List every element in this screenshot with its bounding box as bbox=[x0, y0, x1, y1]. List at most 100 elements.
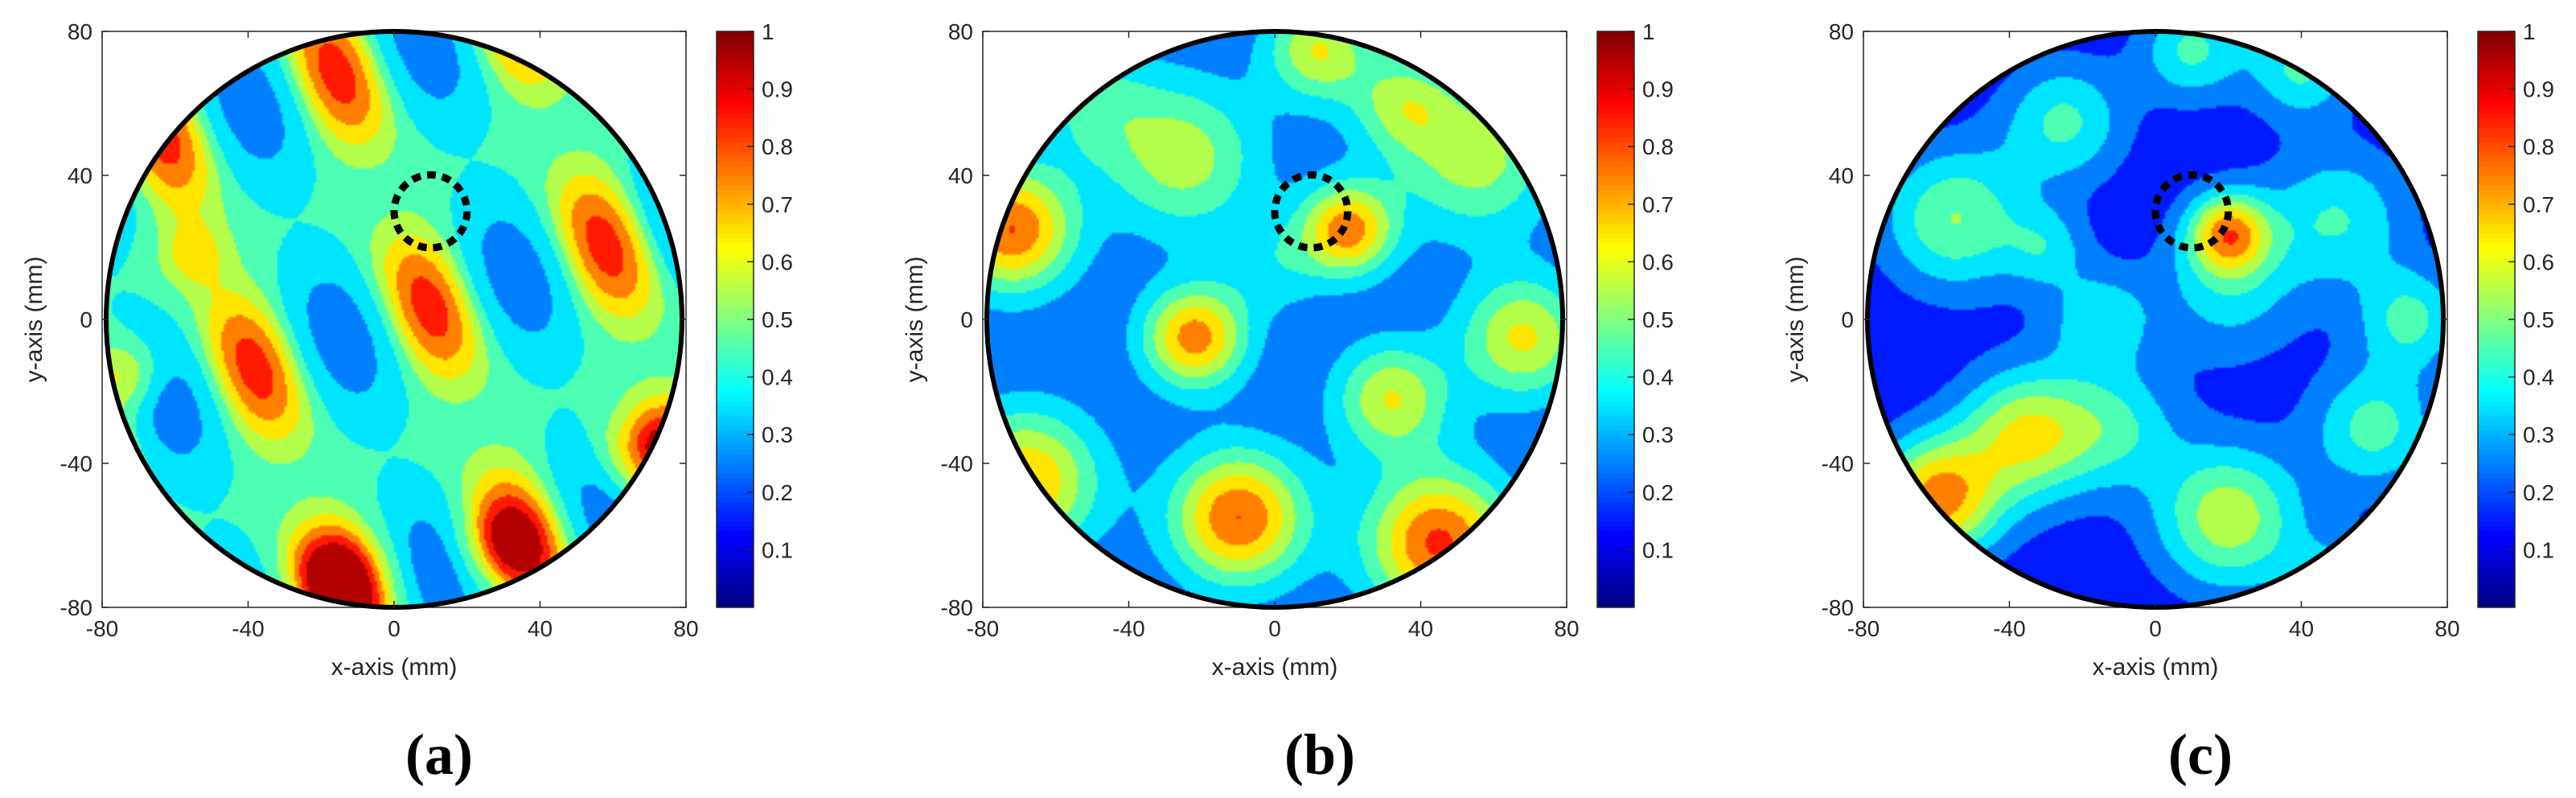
colorbar-segment bbox=[1597, 199, 1634, 205]
colorbar-segment bbox=[717, 286, 754, 291]
colorbar-segment bbox=[2478, 410, 2515, 416]
colorbar-tick-label: 0.5 bbox=[1642, 307, 1674, 332]
colorbar-segment bbox=[2478, 127, 2515, 133]
colorbar-segment bbox=[717, 247, 754, 253]
colorbar-segment bbox=[1597, 64, 1634, 71]
colorbar-segment bbox=[717, 554, 754, 560]
x-tick-label: 40 bbox=[528, 616, 553, 641]
colorbar-segment bbox=[717, 31, 754, 37]
y-tick-label: 80 bbox=[68, 19, 92, 44]
colorbar-segment bbox=[1597, 545, 1634, 550]
colorbar-segment bbox=[717, 146, 754, 152]
colorbar-segment bbox=[2478, 459, 2515, 464]
colorbar-segment bbox=[717, 520, 754, 527]
colorbar-segment bbox=[717, 199, 754, 205]
colorbar-segment bbox=[1597, 420, 1634, 426]
colorbar-segment bbox=[2478, 290, 2515, 296]
colorbar-segment bbox=[1597, 117, 1634, 123]
y-tick-label: -40 bbox=[1822, 451, 1854, 476]
colorbar-segment bbox=[1597, 564, 1634, 570]
x-tick-label: 40 bbox=[1408, 616, 1433, 641]
colorbar-segment bbox=[1597, 401, 1634, 406]
colorbar-segment bbox=[2478, 492, 2515, 498]
x-axis-label: x-axis (mm) bbox=[331, 654, 458, 681]
colorbar-segment bbox=[717, 598, 754, 603]
y-tick-label: 80 bbox=[948, 19, 973, 44]
colorbar-segment bbox=[717, 189, 754, 195]
colorbar-tick-label: 0.9 bbox=[1642, 77, 1674, 102]
colorbar-segment bbox=[1597, 530, 1634, 537]
colorbar-segment bbox=[2478, 362, 2515, 368]
colorbar-segment bbox=[2478, 315, 2515, 320]
colorbar-tick-label: 0.2 bbox=[762, 480, 793, 505]
colorbar: 0.1 0.2 0.3 0.4 0.5 0.6 0.7 0.8 0.9 1 bbox=[2477, 19, 2554, 608]
x-tick-label: -80 bbox=[1847, 616, 1880, 641]
colorbar-segment bbox=[1597, 271, 1634, 277]
colorbar-segment bbox=[1597, 237, 1634, 244]
colorbar-segment bbox=[2478, 146, 2515, 152]
colorbar-segment bbox=[2478, 252, 2515, 258]
x-axis-label: x-axis (mm) bbox=[2093, 654, 2219, 681]
y-axis-label: y-axis (mm) bbox=[902, 257, 928, 383]
colorbar-segment bbox=[717, 588, 754, 594]
colorbar-segment bbox=[1597, 463, 1634, 469]
colorbar-segment bbox=[2478, 132, 2515, 138]
colorbar-segment bbox=[1597, 137, 1634, 142]
colorbar-segment bbox=[2478, 204, 2515, 210]
colorbar-segment bbox=[2478, 84, 2515, 90]
colorbar-segment bbox=[717, 467, 754, 474]
colorbar-segment bbox=[2478, 578, 2515, 584]
colorbar-segment bbox=[1597, 549, 1634, 555]
panel-c: -80 -40 0 40 80 -80 -40 0 40 80 x-axis (mm) y-ax… bbox=[1782, 19, 2554, 787]
colorbar-segment bbox=[717, 208, 754, 215]
colorbar-segment bbox=[2478, 108, 2515, 114]
colorbar-segment bbox=[1597, 213, 1634, 220]
colorbar-tick-label: 0.6 bbox=[2523, 249, 2554, 274]
colorbar-segment bbox=[1597, 520, 1634, 527]
colorbar-segment bbox=[1597, 103, 1634, 109]
x-ticks: -80 -40 0 40 80 bbox=[86, 31, 699, 641]
colorbar-segment bbox=[1597, 204, 1634, 210]
colorbar-segment bbox=[2478, 569, 2515, 574]
colorbar-segment bbox=[2478, 593, 2515, 598]
colorbar-segment bbox=[1597, 79, 1634, 85]
colorbar-segment bbox=[717, 545, 754, 550]
x-tick-label: 80 bbox=[1554, 616, 1579, 641]
colorbar-segment bbox=[717, 266, 754, 272]
colorbar-segment bbox=[2478, 554, 2515, 560]
colorbar-segment bbox=[1597, 315, 1634, 320]
colorbar-tick-label: 1 bbox=[1642, 19, 1655, 44]
colorbar-segment bbox=[717, 257, 754, 262]
colorbar-tick-label: 0.4 bbox=[2523, 365, 2554, 390]
x-tick-label: 0 bbox=[2149, 616, 2162, 641]
colorbar-segment bbox=[717, 391, 754, 397]
colorbar-segment bbox=[717, 290, 754, 296]
y-axis-label: y-axis (mm) bbox=[1782, 257, 1809, 383]
x-tick-label: 40 bbox=[2289, 616, 2314, 641]
colorbar-segment bbox=[2478, 415, 2515, 421]
colorbar-segment bbox=[717, 223, 754, 229]
colorbar-segment bbox=[717, 482, 754, 488]
colorbar-segment bbox=[1597, 189, 1634, 195]
field-image bbox=[1867, 31, 2443, 607]
colorbar-segment bbox=[717, 574, 754, 579]
colorbar-segment bbox=[2478, 348, 2515, 354]
colorbar-segment bbox=[717, 228, 754, 234]
colorbar-segment bbox=[1597, 156, 1634, 162]
colorbar-segment bbox=[1597, 559, 1634, 565]
colorbar-segment bbox=[1597, 430, 1634, 435]
colorbar-segment bbox=[2478, 151, 2515, 157]
colorbar-segment bbox=[717, 362, 754, 368]
inclusion-circle bbox=[1271, 171, 1352, 252]
colorbar-segment bbox=[1597, 179, 1634, 186]
colorbar-segment bbox=[1597, 175, 1634, 181]
colorbar-segment bbox=[2478, 113, 2515, 118]
y-tick-label: -40 bbox=[941, 451, 973, 476]
colorbar-segment bbox=[717, 171, 754, 176]
colorbar-segment bbox=[717, 525, 754, 532]
colorbar-segment bbox=[717, 300, 754, 306]
colorbar-segment bbox=[2478, 142, 2515, 147]
colorbar-segment bbox=[717, 444, 754, 450]
y-tick-label: 80 bbox=[1829, 19, 1854, 44]
colorbar-segment bbox=[2478, 328, 2515, 335]
